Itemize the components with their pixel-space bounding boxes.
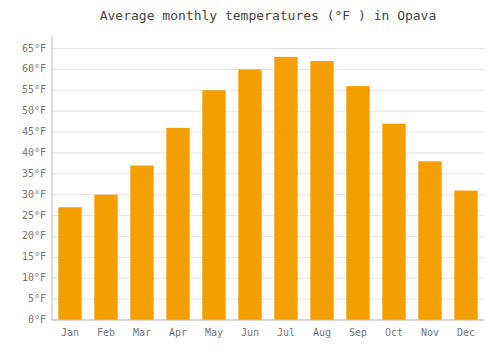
bar	[130, 165, 153, 320]
grid-line	[52, 90, 484, 91]
x-tick-label: Jan	[61, 327, 79, 338]
bars	[58, 57, 477, 320]
y-tick-label: 15°F	[22, 251, 46, 262]
y-tick-label: 65°F	[22, 43, 46, 54]
y-tick-label: 50°F	[22, 105, 46, 116]
x-tick-label: Nov	[421, 327, 439, 338]
bar	[418, 161, 441, 320]
y-tick-label: 20°F	[22, 230, 46, 241]
x-tick-label: Jun	[241, 327, 259, 338]
x-tick-label: Jul	[277, 327, 295, 338]
bar	[166, 128, 189, 320]
bar	[346, 86, 369, 320]
grid-line	[52, 48, 484, 49]
x-axis-line	[52, 320, 484, 321]
bar	[94, 195, 117, 320]
grid-line	[52, 69, 484, 70]
grid	[52, 49, 484, 320]
bar	[202, 90, 225, 320]
bar	[58, 207, 81, 320]
grid-line	[52, 111, 484, 112]
x-tick-label: Mar	[133, 327, 151, 338]
x-tick-label: Dec	[457, 327, 475, 338]
bar	[310, 61, 333, 320]
x-tick-label: Apr	[169, 327, 187, 338]
bar	[382, 124, 405, 320]
y-tick-label: 55°F	[22, 84, 46, 95]
y-tick-label: 40°F	[22, 147, 46, 158]
x-tick-label: Oct	[385, 327, 403, 338]
bar	[238, 69, 261, 320]
y-tick-label: 10°F	[22, 272, 46, 283]
chart: Average monthly temperatures (°F ) in Op…	[0, 0, 500, 350]
y-tick-label: 60°F	[22, 63, 46, 74]
title: Average monthly temperatures (°F ) in Op…	[100, 8, 437, 23]
grid-line	[52, 152, 484, 153]
x-tick-label: Feb	[97, 327, 115, 338]
y-tick-label: 35°F	[22, 168, 46, 179]
x-tick-label: Sep	[349, 327, 367, 338]
y-tick-label: 45°F	[22, 126, 46, 137]
bar	[454, 191, 477, 320]
chart-container: Average monthly temperatures (°F ) in Op…	[0, 0, 500, 350]
y-axis-line	[52, 36, 53, 320]
grid-line	[52, 132, 484, 133]
bar	[274, 57, 297, 320]
y-tick-label: 25°F	[22, 210, 46, 221]
y-tick-label: 5°F	[28, 293, 46, 304]
y-tick-label: 30°F	[22, 189, 46, 200]
x-tick-label: May	[205, 327, 223, 338]
y-tick-label: 0°F	[28, 314, 46, 325]
grid-line	[52, 320, 484, 321]
x-tick-label: Aug	[313, 327, 331, 338]
